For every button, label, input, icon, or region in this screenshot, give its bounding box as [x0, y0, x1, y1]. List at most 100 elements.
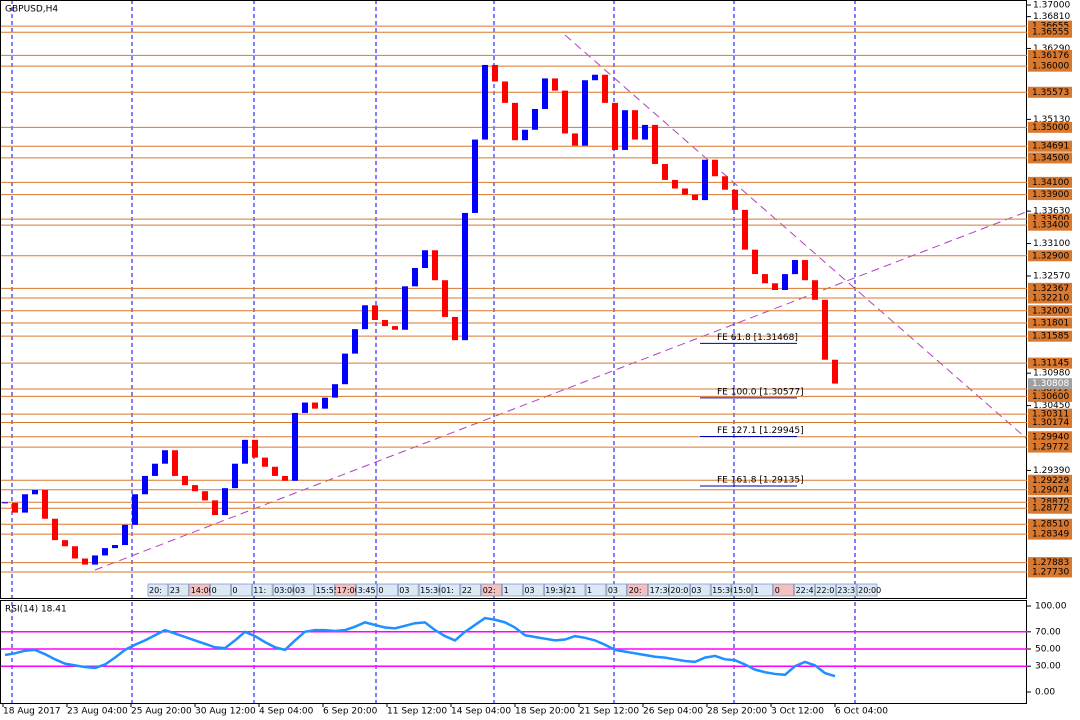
candle — [542, 78, 548, 109]
candle — [72, 546, 78, 559]
candle — [202, 491, 208, 501]
candle — [232, 463, 238, 489]
candle — [432, 250, 438, 281]
level-label: 1.36555 — [1032, 28, 1069, 38]
candle — [552, 78, 558, 91]
trend-line — [564, 34, 1027, 439]
x-tick-label: 4 Sep 04:00 — [259, 707, 314, 717]
rsi-frame — [0, 600, 1027, 704]
candle — [282, 475, 288, 481]
candle — [332, 384, 338, 398]
time-box — [397, 583, 419, 597]
candle — [562, 90, 568, 134]
level-label: 1.32210 — [1032, 293, 1069, 303]
level-label: 1.27730 — [1032, 567, 1069, 577]
candle — [672, 179, 678, 189]
level-label-box — [1028, 496, 1072, 508]
time-box-label: 03 — [524, 586, 534, 595]
time-box — [773, 583, 794, 597]
level-label-box — [1028, 408, 1072, 420]
time-box-label: 22 — [462, 586, 472, 595]
candle — [462, 212, 468, 341]
time-box — [731, 583, 753, 597]
level-label: 1.34691 — [1032, 142, 1069, 152]
y-tick-label: 1.33100 — [1033, 239, 1070, 249]
candle — [152, 463, 158, 476]
level-label: 1.35000 — [1032, 123, 1069, 133]
time-box-label: 03 — [691, 586, 701, 595]
candle — [112, 545, 118, 549]
time-box — [856, 583, 878, 597]
candle — [382, 319, 388, 327]
time-box — [585, 583, 607, 597]
candle — [712, 159, 718, 177]
candle — [302, 402, 308, 413]
y-tick-label: 50.00 — [1035, 645, 1061, 655]
time-box-label: 17:30 — [650, 586, 673, 595]
time-box-label: 19:30 — [545, 586, 568, 595]
x-tick-label: 23 Aug 04:00 — [67, 707, 128, 717]
time-box — [752, 583, 774, 597]
candle — [612, 102, 618, 150]
y-tick-label: 100.00 — [1035, 602, 1067, 612]
candle — [142, 475, 148, 495]
candle — [582, 80, 588, 146]
y-tick-label: 1.37000 — [1033, 1, 1070, 11]
chart-title: GBPUSD,H4 — [5, 5, 58, 15]
time-box — [543, 583, 565, 597]
candle — [832, 359, 838, 384]
candle — [212, 500, 218, 516]
time-box — [293, 583, 315, 597]
time-box-label: 11: — [253, 586, 266, 595]
current-price-box — [1028, 378, 1072, 390]
current-price-label: 1.30808 — [1032, 379, 1069, 389]
candle — [102, 548, 108, 556]
level-label: 1.31801 — [1032, 318, 1069, 328]
time-box-label: 23 — [170, 586, 180, 595]
x-tick-label: 3 Oct 12:00 — [771, 707, 824, 717]
time-box — [231, 583, 252, 597]
candle — [822, 299, 828, 360]
level-label: 1.28772 — [1032, 504, 1069, 514]
time-box — [794, 583, 815, 597]
level-label: 1.32367 — [1032, 284, 1069, 294]
candle — [362, 305, 368, 330]
time-box-label: 15:30 — [712, 586, 735, 595]
level-label: 1.30311 — [1032, 410, 1069, 420]
y-tick-label: 70.00 — [1035, 627, 1061, 637]
candle — [622, 110, 628, 150]
level-label-box — [1028, 213, 1072, 225]
day-separators — [11, 0, 856, 703]
time-box-label: 22:4 — [796, 586, 814, 595]
x-tick-label: 21 Sep 12:00 — [579, 707, 639, 717]
time-box — [835, 583, 857, 597]
candle — [272, 466, 278, 476]
time-box-label: 20: — [629, 586, 642, 595]
time-box-label: 3:45 — [358, 586, 376, 595]
candle — [512, 102, 518, 141]
level-label: 1.27883 — [1032, 558, 1069, 568]
time-box-label: 20:0 — [670, 586, 688, 595]
x-tick-label: 14 Sep 04:00 — [451, 707, 511, 717]
level-label: 1.36000 — [1032, 62, 1069, 72]
candle — [392, 326, 398, 330]
y-tick-label: 1.30450 — [1033, 401, 1070, 411]
level-label-box — [1028, 416, 1072, 428]
rsi-title: RSI(14) 18.41 — [5, 605, 67, 615]
x-tick-label: 26 Sep 04:00 — [643, 707, 703, 717]
x-tick-label: 18 Aug 2017 — [3, 707, 61, 717]
fe-label: FE 61.8 [1.31468] — [717, 333, 798, 343]
time-box — [335, 583, 356, 597]
time-box — [815, 583, 836, 597]
candle — [32, 489, 38, 495]
level-label: 1.36655 — [1032, 22, 1069, 32]
candle — [752, 249, 758, 275]
x-tick-label: 6 Oct 04:00 — [835, 707, 888, 717]
candle — [632, 110, 638, 140]
time-box-label: 20:00 — [858, 586, 881, 595]
time-box-label: 03 — [295, 586, 305, 595]
candle — [602, 74, 608, 103]
candle — [222, 488, 228, 516]
level-label-box — [1028, 152, 1072, 164]
